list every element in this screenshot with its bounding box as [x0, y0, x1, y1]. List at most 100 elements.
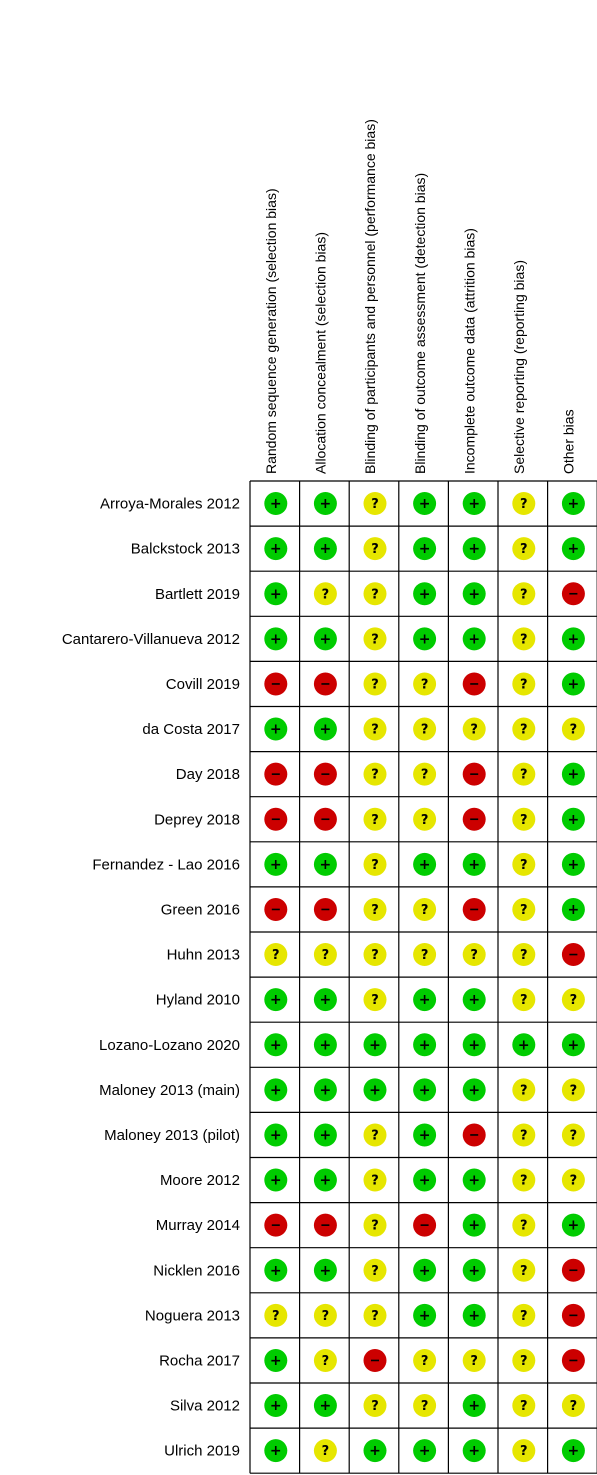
rating-mark-low-risk-icon: +	[413, 1439, 437, 1463]
rating-circle	[462, 852, 486, 876]
rating-mark-low-risk-icon: +	[313, 1168, 337, 1192]
plus-symbol: +	[518, 1037, 530, 1053]
rating-mark-low-risk-icon: +	[561, 627, 585, 651]
study-row-rocha-2017: Rocha 2017 +????	[159, 1348, 585, 1372]
question-symbol: ?	[470, 948, 478, 963]
rating-mark-unclear-risk-icon: ?	[363, 1258, 387, 1282]
study-row-covill-2019: Covill 2019??? +	[166, 672, 585, 696]
rating-mark-low-risk-icon: +	[264, 1439, 288, 1463]
rating-mark-low-risk-icon: +	[264, 988, 288, 1012]
question-symbol: ?	[520, 677, 528, 692]
rating-mark-high-risk-icon	[462, 897, 486, 921]
study-row-nicklen-2016: Nicklen 2016 + +? + +?	[153, 1258, 585, 1282]
question-symbol: ?	[520, 768, 528, 783]
rating-circle	[264, 988, 288, 1012]
plus-symbol: +	[270, 631, 282, 647]
rating-circle	[512, 1303, 536, 1327]
rating-mark-low-risk-icon: +	[462, 492, 486, 516]
study-label: Moore 2012	[160, 1172, 240, 1189]
rating-mark-low-risk-icon: +	[264, 852, 288, 876]
rating-circle	[512, 943, 536, 967]
rating-circle	[413, 1123, 437, 1147]
rating-circle	[462, 717, 486, 741]
question-symbol: ?	[520, 587, 528, 602]
rating-circle	[363, 1394, 387, 1418]
rating-mark-high-risk-icon	[561, 1258, 585, 1282]
rating-mark-high-risk-icon	[264, 672, 288, 696]
rating-circle	[413, 537, 437, 561]
plus-symbol: +	[468, 1398, 480, 1414]
rating-mark-high-risk-icon	[264, 807, 288, 831]
study-label: Huhn 2013	[167, 947, 240, 964]
rating-circle	[512, 897, 536, 921]
study-label: Deprey 2018	[154, 811, 240, 828]
rating-mark-unclear-risk-icon: ?	[363, 852, 387, 876]
rating-mark-low-risk-icon: +	[313, 1394, 337, 1418]
rating-circle	[561, 807, 585, 831]
rating-mark-low-risk-icon: +	[413, 582, 437, 606]
plus-symbol: +	[270, 586, 282, 602]
rating-circle	[264, 1303, 288, 1327]
rating-circle	[561, 627, 585, 651]
question-symbol: ?	[371, 723, 379, 738]
study-row-fernandez-lao-2016: Fernandez - Lao 2016 + +? + +? +	[92, 852, 585, 876]
plus-symbol: +	[568, 676, 580, 692]
rating-circle	[462, 1168, 486, 1192]
plus-symbol: +	[568, 541, 580, 557]
rating-mark-unclear-risk-icon: ?	[512, 672, 536, 696]
rating-circle	[313, 1078, 337, 1102]
rating-circle	[462, 1078, 486, 1102]
rating-circle	[462, 1213, 486, 1237]
rating-mark-high-risk-icon	[363, 1348, 387, 1372]
rating-mark-low-risk-icon: +	[264, 1078, 288, 1102]
column-header-other-bias: Other bias	[561, 409, 577, 474]
rating-mark-unclear-risk-icon: ?	[512, 897, 536, 921]
rating-circle	[512, 582, 536, 606]
rating-mark-unclear-risk-icon: ?	[363, 943, 387, 967]
rating-mark-high-risk-icon	[561, 1348, 585, 1372]
question-symbol: ?	[322, 948, 330, 963]
plus-symbol: +	[468, 496, 480, 512]
question-symbol: ?	[470, 723, 478, 738]
plus-symbol: +	[320, 631, 332, 647]
question-symbol: ?	[371, 948, 379, 963]
rating-mark-low-risk-icon: +	[313, 717, 337, 741]
rating-circle	[363, 807, 387, 831]
rating-mark-unclear-risk-icon: ?	[313, 1303, 337, 1327]
plus-symbol: +	[270, 1398, 282, 1414]
rating-circle	[363, 1168, 387, 1192]
rating-mark-unclear-risk-icon: ?	[363, 807, 387, 831]
column-header-blinding-of-participants-and-personnel-performance-bias: Blinding of participants and personnel (…	[362, 119, 378, 474]
rating-circle	[561, 852, 585, 876]
rating-mark-unclear-risk-icon: ?	[561, 1394, 585, 1418]
rating-mark-unclear-risk-icon: ?	[363, 897, 387, 921]
rating-circle	[413, 582, 437, 606]
study-label: Bartlett 2019	[155, 586, 240, 603]
rating-mark-low-risk-icon: +	[313, 1258, 337, 1282]
rating-mark-high-risk-icon	[313, 1213, 337, 1237]
column-header-blinding-of-outcome-assessment-detection-bias: Blinding of outcome assessment (detectio…	[412, 173, 428, 474]
plus-symbol: +	[270, 1353, 282, 1369]
rating-circle	[264, 852, 288, 876]
rating-mark-unclear-risk-icon: ?	[462, 717, 486, 741]
plus-symbol: +	[419, 586, 431, 602]
plus-symbol: +	[568, 496, 580, 512]
rating-circle	[313, 1258, 337, 1282]
rating-mark-unclear-risk-icon: ?	[413, 1394, 437, 1418]
rating-mark-unclear-risk-icon: ?	[413, 762, 437, 786]
rating-circle	[413, 1394, 437, 1418]
study-label: Covill 2019	[166, 676, 240, 693]
rating-circle	[363, 717, 387, 741]
rating-mark-unclear-risk-icon: ?	[313, 1348, 337, 1372]
plus-symbol: +	[320, 857, 332, 873]
plus-symbol: +	[568, 1037, 580, 1053]
question-symbol: ?	[322, 587, 330, 602]
rating-circle	[264, 492, 288, 516]
rating-mark-unclear-risk-icon: ?	[512, 807, 536, 831]
rating-circle	[413, 492, 437, 516]
plus-symbol: +	[320, 1398, 332, 1414]
rating-mark-low-risk-icon: +	[462, 537, 486, 561]
rating-circle	[561, 492, 585, 516]
plus-symbol: +	[320, 496, 332, 512]
rating-mark-unclear-risk-icon: ?	[561, 1168, 585, 1192]
